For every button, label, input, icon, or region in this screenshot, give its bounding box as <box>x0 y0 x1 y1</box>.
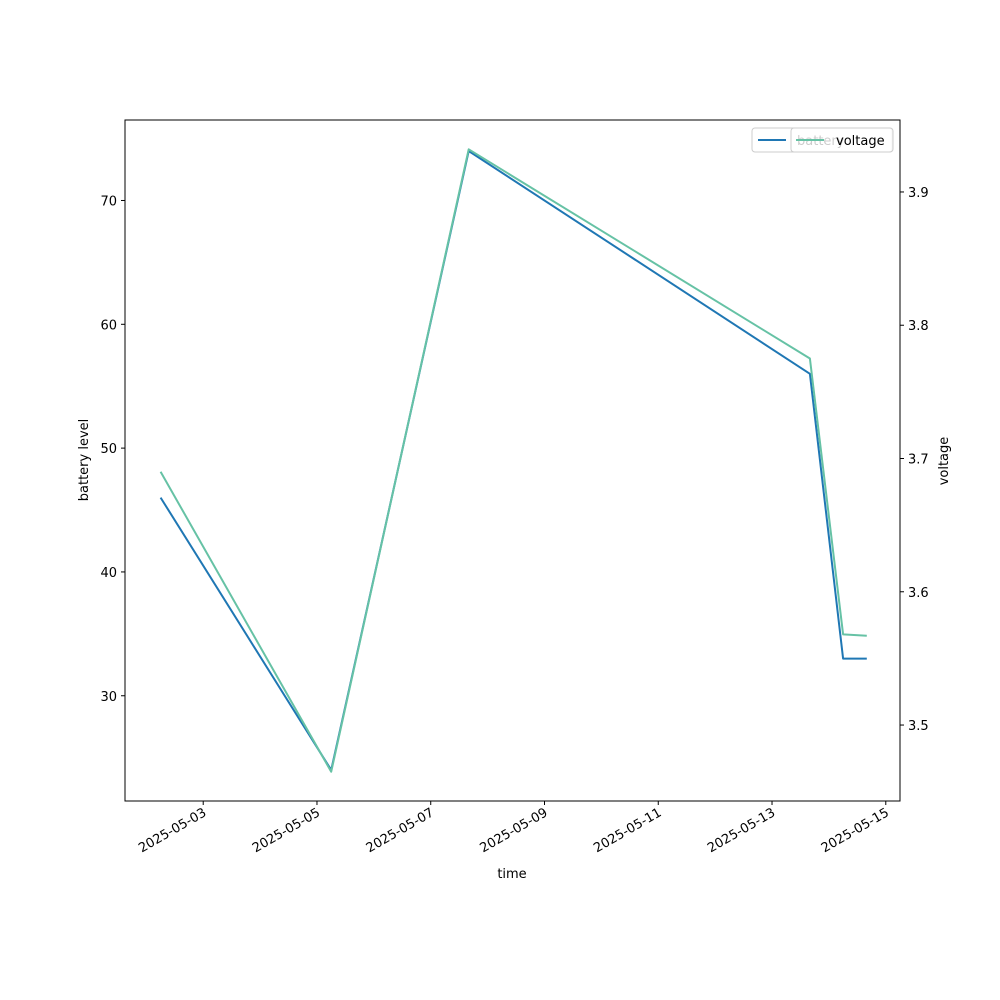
right-y-tick-label: 3.8 <box>908 319 929 334</box>
legend-voltage-box <box>790 127 894 153</box>
left-y-tick-label: 30 <box>100 690 117 705</box>
legend-voltage-label: voltage <box>836 134 885 149</box>
x-axis-title: time <box>497 867 526 882</box>
right-y-tick-label: 3.5 <box>908 719 929 734</box>
left-y-axis: 30 40 50 60 70 <box>100 194 125 705</box>
right-y-tick-label: 3.7 <box>908 453 929 468</box>
left-y-tick-label: 50 <box>100 442 117 457</box>
left-y-axis-title: battery level <box>77 419 92 502</box>
right-y-tick-label: 3.6 <box>908 586 929 601</box>
series-line-voltage <box>159 148 867 773</box>
series-line-battery-level <box>159 150 867 771</box>
legend-voltage: voltage <box>790 127 894 153</box>
plot-area <box>159 148 867 773</box>
right-y-axis: 3.5 3.6 3.7 3.8 3.9 <box>900 186 929 734</box>
left-y-tick-label: 70 <box>100 194 117 209</box>
left-y-tick-label: 40 <box>100 566 117 581</box>
right-y-axis-title: voltage <box>937 437 952 486</box>
right-y-tick-label: 3.9 <box>908 186 929 201</box>
left-y-tick-label: 60 <box>100 318 117 333</box>
axes-frame <box>124 119 901 802</box>
